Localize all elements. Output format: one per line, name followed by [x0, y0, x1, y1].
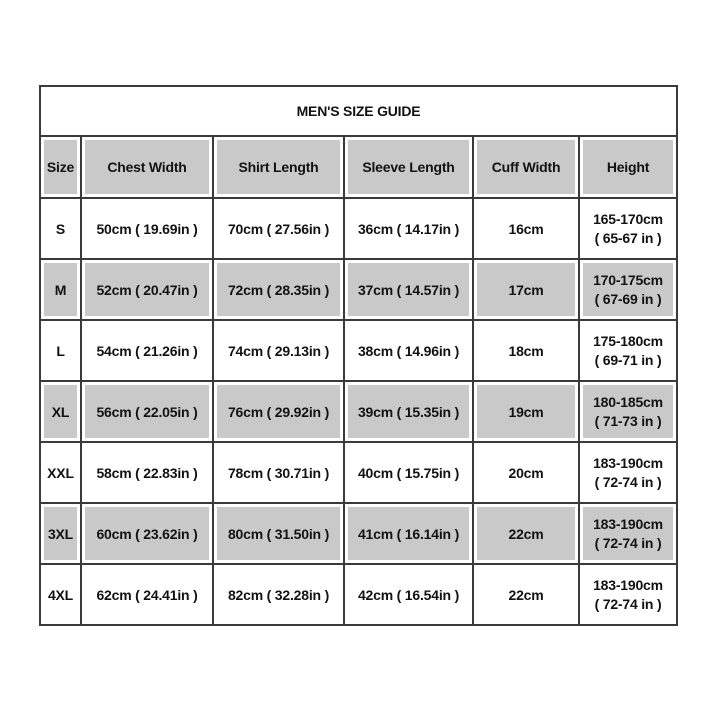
height-cm: 175-180cm: [593, 332, 663, 349]
table-row-xl: XL 56cm ( 22.05in ) 76cm ( 29.92in ) 39c…: [39, 380, 678, 443]
cuff-width-cell: 17cm: [472, 258, 580, 321]
cuff-width-cell: 19cm: [472, 380, 580, 443]
shirt-length-cell: 74cm ( 29.13in ): [212, 319, 345, 382]
column-header-size: Size: [39, 135, 82, 199]
chest-width-cell: 58cm ( 22.83in ): [80, 441, 214, 504]
shirt-length-cell: 72cm ( 28.35in ): [212, 258, 345, 321]
column-header-chest-width: Chest Width: [80, 135, 214, 199]
shirt-length-cell: 82cm ( 32.28in ): [212, 563, 345, 626]
chest-width-cell: 52cm ( 20.47in ): [80, 258, 214, 321]
cuff-width-cell: 22cm: [472, 502, 580, 565]
shirt-length-cell: 80cm ( 31.50in ): [212, 502, 345, 565]
size-guide-table: MEN'S SIZE GUIDE Size Chest Width Shirt …: [39, 85, 678, 626]
height-in: ( 72-74 in ): [594, 595, 662, 612]
height-cm: 183-190cm: [593, 576, 663, 593]
height-cell: 170-175cm ( 67-69 in ): [578, 258, 678, 321]
column-header-cuff-width: Cuff Width: [472, 135, 580, 199]
cuff-width-cell: 20cm: [472, 441, 580, 504]
table-row-s: S 50cm ( 19.69in ) 70cm ( 27.56in ) 36cm…: [39, 197, 678, 260]
height-cm: 183-190cm: [593, 454, 663, 471]
height-cell: 165-170cm ( 65-67 in ): [578, 197, 678, 260]
column-header-sleeve-length: Sleeve Length: [343, 135, 474, 199]
cuff-width-cell: 18cm: [472, 319, 580, 382]
height-cell: 175-180cm ( 69-71 in ): [578, 319, 678, 382]
size-cell: S: [39, 197, 82, 260]
table-row-l: L 54cm ( 21.26in ) 74cm ( 29.13in ) 38cm…: [39, 319, 678, 382]
sleeve-length-cell: 41cm ( 16.14in ): [343, 502, 474, 565]
height-cm: 183-190cm: [593, 515, 663, 532]
height-in: ( 69-71 in ): [594, 351, 662, 368]
height-cell: 183-190cm ( 72-74 in ): [578, 563, 678, 626]
column-header-shirt-length: Shirt Length: [212, 135, 345, 199]
cuff-width-cell: 16cm: [472, 197, 580, 260]
table-row-3xl: 3XL 60cm ( 23.62in ) 80cm ( 31.50in ) 41…: [39, 502, 678, 565]
size-cell: 4XL: [39, 563, 82, 626]
size-cell: XL: [39, 380, 82, 443]
height-in: ( 65-67 in ): [594, 229, 662, 246]
chest-width-cell: 54cm ( 21.26in ): [80, 319, 214, 382]
chest-width-cell: 56cm ( 22.05in ): [80, 380, 214, 443]
height-in: ( 72-74 in ): [594, 473, 662, 490]
height-cell: 183-190cm ( 72-74 in ): [578, 502, 678, 565]
table-row-4xl: 4XL 62cm ( 24.41in ) 82cm ( 32.28in ) 42…: [39, 563, 678, 626]
size-cell: 3XL: [39, 502, 82, 565]
chest-width-cell: 50cm ( 19.69in ): [80, 197, 214, 260]
sleeve-length-cell: 38cm ( 14.96in ): [343, 319, 474, 382]
sleeve-length-cell: 40cm ( 15.75in ): [343, 441, 474, 504]
height-in: ( 72-74 in ): [594, 534, 662, 551]
height-cell: 183-190cm ( 72-74 in ): [578, 441, 678, 504]
sleeve-length-cell: 36cm ( 14.17in ): [343, 197, 474, 260]
table-header-row: Size Chest Width Shirt Length Sleeve Len…: [39, 135, 678, 199]
page-title: MEN'S SIZE GUIDE: [39, 85, 678, 137]
height-cm: 180-185cm: [593, 393, 663, 410]
size-cell: M: [39, 258, 82, 321]
title-row: MEN'S SIZE GUIDE: [39, 85, 678, 137]
chest-width-cell: 62cm ( 24.41in ): [80, 563, 214, 626]
shirt-length-cell: 76cm ( 29.92in ): [212, 380, 345, 443]
shirt-length-cell: 70cm ( 27.56in ): [212, 197, 345, 260]
sleeve-length-cell: 37cm ( 14.57in ): [343, 258, 474, 321]
shirt-length-cell: 78cm ( 30.71in ): [212, 441, 345, 504]
size-cell: XXL: [39, 441, 82, 504]
cuff-width-cell: 22cm: [472, 563, 580, 626]
height-cm: 165-170cm: [593, 210, 663, 227]
table-row-m: M 52cm ( 20.47in ) 72cm ( 28.35in ) 37cm…: [39, 258, 678, 321]
height-cell: 180-185cm ( 71-73 in ): [578, 380, 678, 443]
height-cm: 170-175cm: [593, 271, 663, 288]
size-cell: L: [39, 319, 82, 382]
chest-width-cell: 60cm ( 23.62in ): [80, 502, 214, 565]
sleeve-length-cell: 42cm ( 16.54in ): [343, 563, 474, 626]
table-row-xxl: XXL 58cm ( 22.83in ) 78cm ( 30.71in ) 40…: [39, 441, 678, 504]
height-in: ( 67-69 in ): [594, 290, 662, 307]
height-in: ( 71-73 in ): [594, 412, 662, 429]
sleeve-length-cell: 39cm ( 15.35in ): [343, 380, 474, 443]
column-header-height: Height: [578, 135, 678, 199]
